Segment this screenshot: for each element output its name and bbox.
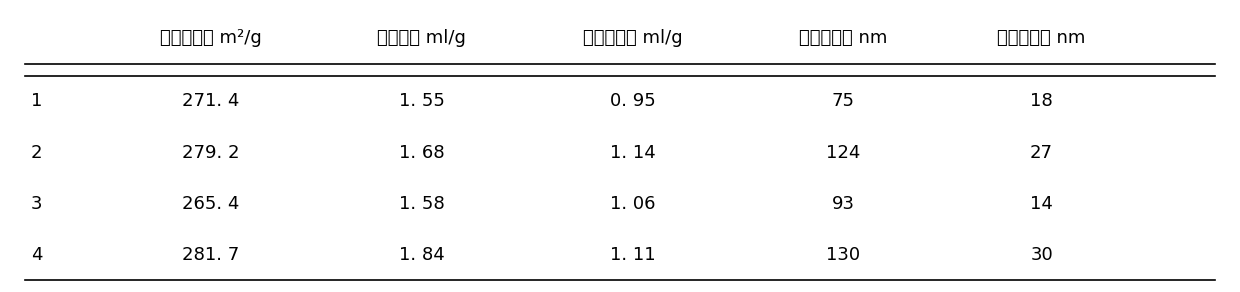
Text: 1. 84: 1. 84 bbox=[399, 246, 444, 264]
Text: 75: 75 bbox=[832, 93, 854, 110]
Text: 介孔孔径， nm: 介孔孔径， nm bbox=[997, 29, 1086, 47]
Text: 30: 30 bbox=[1030, 246, 1053, 264]
Text: 1. 58: 1. 58 bbox=[399, 195, 444, 213]
Text: 18: 18 bbox=[1030, 93, 1053, 110]
Text: 14: 14 bbox=[1030, 195, 1053, 213]
Text: 130: 130 bbox=[826, 246, 861, 264]
Text: 265. 4: 265. 4 bbox=[182, 195, 239, 213]
Text: 124: 124 bbox=[826, 144, 861, 161]
Text: 1. 11: 1. 11 bbox=[610, 246, 655, 264]
Text: 27: 27 bbox=[1030, 144, 1053, 161]
Text: 1: 1 bbox=[31, 93, 42, 110]
Text: 1. 68: 1. 68 bbox=[399, 144, 444, 161]
Text: 1. 06: 1. 06 bbox=[610, 195, 655, 213]
Text: 0. 95: 0. 95 bbox=[610, 93, 655, 110]
Text: 2: 2 bbox=[31, 144, 42, 161]
Text: 1. 55: 1. 55 bbox=[399, 93, 444, 110]
Text: 大孔孔径， nm: 大孔孔径， nm bbox=[799, 29, 888, 47]
Text: 1. 14: 1. 14 bbox=[610, 144, 655, 161]
Text: 总孔容， ml/g: 总孔容， ml/g bbox=[377, 29, 466, 47]
Text: 93: 93 bbox=[832, 195, 854, 213]
Text: 271. 4: 271. 4 bbox=[182, 93, 239, 110]
Text: 4: 4 bbox=[31, 246, 42, 264]
Text: 3: 3 bbox=[31, 195, 42, 213]
Text: 279. 2: 279. 2 bbox=[182, 144, 239, 161]
Text: 281. 7: 281. 7 bbox=[182, 246, 239, 264]
Text: 大孔孔容， ml/g: 大孔孔容， ml/g bbox=[583, 29, 682, 47]
Text: 比表面积， m²/g: 比表面积， m²/g bbox=[160, 29, 262, 47]
